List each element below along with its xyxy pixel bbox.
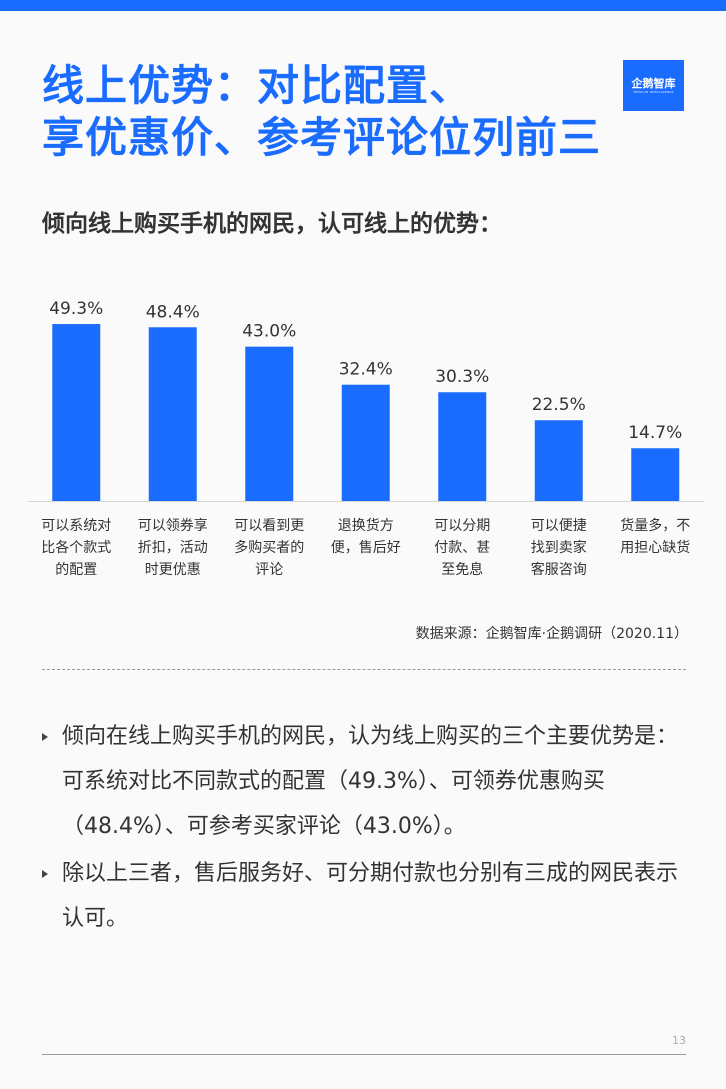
category-label-6: 可以便捷找到卖家客服咨询 bbox=[511, 515, 607, 581]
category-label-line: 可以便捷 bbox=[530, 518, 587, 534]
bar-value-label-7: 14.7% bbox=[628, 423, 682, 443]
brand-logo-name: 企鹅智库 bbox=[631, 76, 676, 90]
category-label-line: 付款、甚 bbox=[434, 540, 491, 556]
bar-value-label-6: 22.5% bbox=[532, 395, 586, 415]
summary-bullet-text: 除以上三者，售后服务好、可分期付款也分别有三成的网民表示认可。 bbox=[62, 861, 679, 931]
category-label-3: 可以看到更多购买者的评论 bbox=[221, 515, 317, 581]
category-label-line: 可以分期 bbox=[434, 518, 491, 534]
bar-value-label-4: 32.4% bbox=[339, 360, 393, 380]
triangle-bullet-icon bbox=[42, 733, 48, 741]
brand-logo: 企鹅智库 PENGUIN INTELLIGENCE bbox=[623, 60, 684, 111]
category-label-line: 折扣，活动 bbox=[137, 540, 208, 556]
category-label-1: 可以系统对比各个款式的配置 bbox=[28, 515, 124, 581]
category-label-line: 找到卖家 bbox=[530, 540, 587, 556]
triangle-bullet-icon bbox=[42, 870, 48, 878]
chart-title: 倾向线上购买手机的网民，认可线上的优势： bbox=[42, 211, 502, 237]
category-label-line: 的配置 bbox=[55, 562, 98, 578]
bar-7 bbox=[631, 448, 680, 501]
summary-bullet-1: 倾向在线上购买手机的网民，认为线上购买的三个主要优势是：可系统对比不同款式的配置… bbox=[42, 714, 692, 849]
data-source: 数据来源：企鹅智库·企鹅调研（2020.11） bbox=[415, 626, 688, 642]
category-label-line: 时更优惠 bbox=[144, 562, 201, 578]
category-label-4: 退换货方便，售后好 bbox=[318, 515, 414, 559]
bar-value-label-1: 49.3% bbox=[49, 299, 103, 319]
category-label-line: 评论 bbox=[255, 562, 284, 578]
bar-chart-svg: 49.3% 48.4% 43.0% 32.4% 30.3% 22.5% 14.7% bbox=[28, 299, 704, 502]
bar-value-label-5: 30.3% bbox=[435, 367, 489, 387]
category-label-line: 退换货方 bbox=[337, 518, 394, 534]
page-number: 13 bbox=[672, 1034, 686, 1047]
page-title-line-2: 享优惠价、参考评论位列前三 bbox=[42, 113, 602, 162]
category-label-line: 便，售后好 bbox=[330, 540, 401, 556]
category-label-line: 多购买者的 bbox=[234, 540, 305, 556]
category-label-line: 可以领券享 bbox=[137, 518, 208, 534]
category-label-line: 至免息 bbox=[441, 562, 484, 578]
bar-4 bbox=[341, 384, 390, 501]
summary-bullets: 倾向在线上购买手机的网民，认为线上购买的三个主要优势是：可系统对比不同款式的配置… bbox=[42, 714, 692, 943]
category-label-line: 比各个款式 bbox=[41, 540, 112, 556]
bar-value-label-2: 48.4% bbox=[146, 302, 200, 322]
bar-1 bbox=[52, 324, 101, 501]
bar-chart: 49.3% 48.4% 43.0% 32.4% 30.3% 22.5% 14.7% 可以系统… bbox=[0, 270, 726, 600]
bar-2 bbox=[148, 327, 197, 501]
category-label-7: 货量多，不用担心缺货 bbox=[607, 515, 703, 559]
bar-5 bbox=[438, 392, 487, 501]
dashed-divider bbox=[42, 669, 686, 670]
page-title-line-1: 线上优势：对比配置、 bbox=[42, 61, 473, 110]
bar-3 bbox=[245, 346, 294, 501]
category-label-line: 可以看到更 bbox=[234, 518, 305, 534]
footer-rule bbox=[42, 1054, 686, 1055]
category-label-line: 客服咨询 bbox=[530, 562, 587, 578]
category-label-line: 可以系统对 bbox=[41, 518, 112, 534]
summary-bullet-2: 除以上三者，售后服务好、可分期付款也分别有三成的网民表示认可。 bbox=[42, 851, 692, 941]
category-label-5: 可以分期付款、甚至免息 bbox=[414, 515, 510, 581]
top-accent-bar bbox=[0, 0, 726, 11]
category-label-line: 货量多，不 bbox=[620, 518, 691, 534]
bar-6 bbox=[534, 420, 583, 501]
brand-logo-tagline: PENGUIN INTELLIGENCE bbox=[633, 89, 674, 94]
page-title: 线上优势：对比配置、 享优惠价、参考评论位列前三 bbox=[42, 60, 622, 164]
bar-value-label-3: 43.0% bbox=[242, 322, 296, 342]
category-label-line: 用担心缺货 bbox=[620, 540, 691, 556]
category-label-2: 可以领券享折扣，活动时更优惠 bbox=[125, 515, 221, 581]
summary-bullet-text: 倾向在线上购买手机的网民，认为线上购买的三个主要优势是：可系统对比不同款式的配置… bbox=[62, 724, 679, 839]
